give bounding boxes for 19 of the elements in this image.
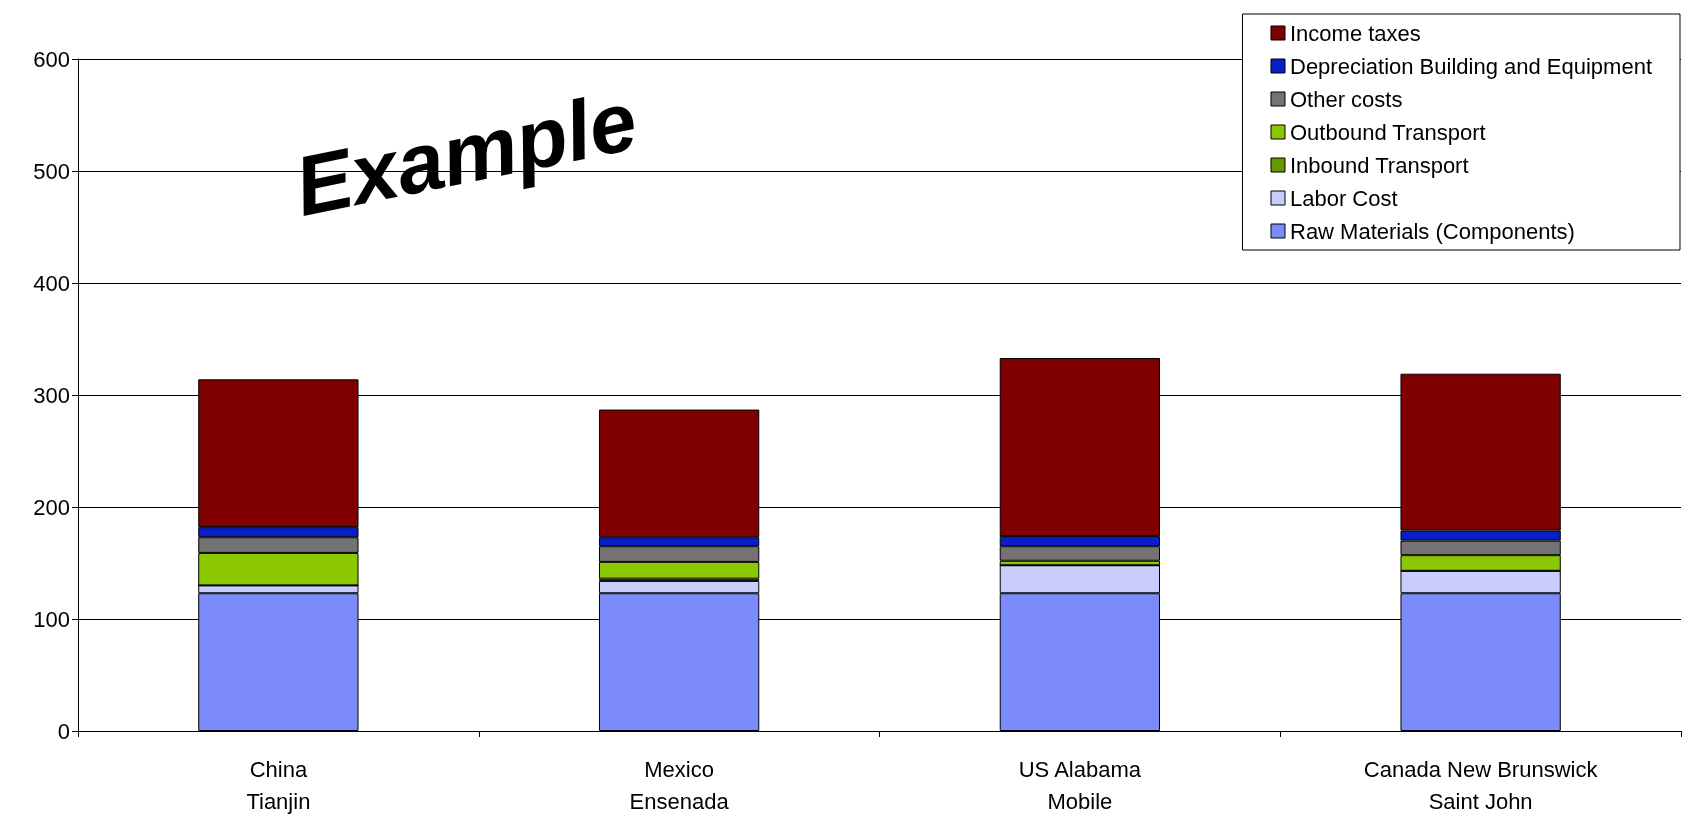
- legend-label: Other costs: [1289, 86, 1403, 112]
- y-tick-label: 0: [57, 718, 70, 744]
- legend-label: Labor Cost: [1289, 185, 1398, 211]
- y-tick-label: 500: [33, 158, 70, 184]
- legend-label: Income taxes: [1289, 20, 1421, 46]
- x-tick-label: Mexico Ensenada: [629, 756, 730, 814]
- y-tick-label: 300: [33, 382, 70, 408]
- legend-label: Outbound Transport: [1289, 119, 1486, 145]
- x-tick-label: China Tianjin: [246, 756, 311, 814]
- x-tick-label: US Alabama Mobile: [1018, 756, 1142, 814]
- legend-label: Raw Materials (Components): [1289, 218, 1575, 244]
- annotation: Example: [287, 72, 645, 234]
- legend-label: Inbound Transport: [1289, 152, 1469, 178]
- x-tick-label: Canada New Brunswick Saint John: [1363, 756, 1599, 814]
- y-tick-label: 400: [33, 270, 70, 296]
- y-tick-label: 200: [33, 494, 70, 520]
- y-tick-label: 600: [33, 46, 70, 72]
- legend-label: Depreciation Building and Equipment: [1289, 53, 1652, 79]
- y-tick-label: 100: [33, 606, 70, 632]
